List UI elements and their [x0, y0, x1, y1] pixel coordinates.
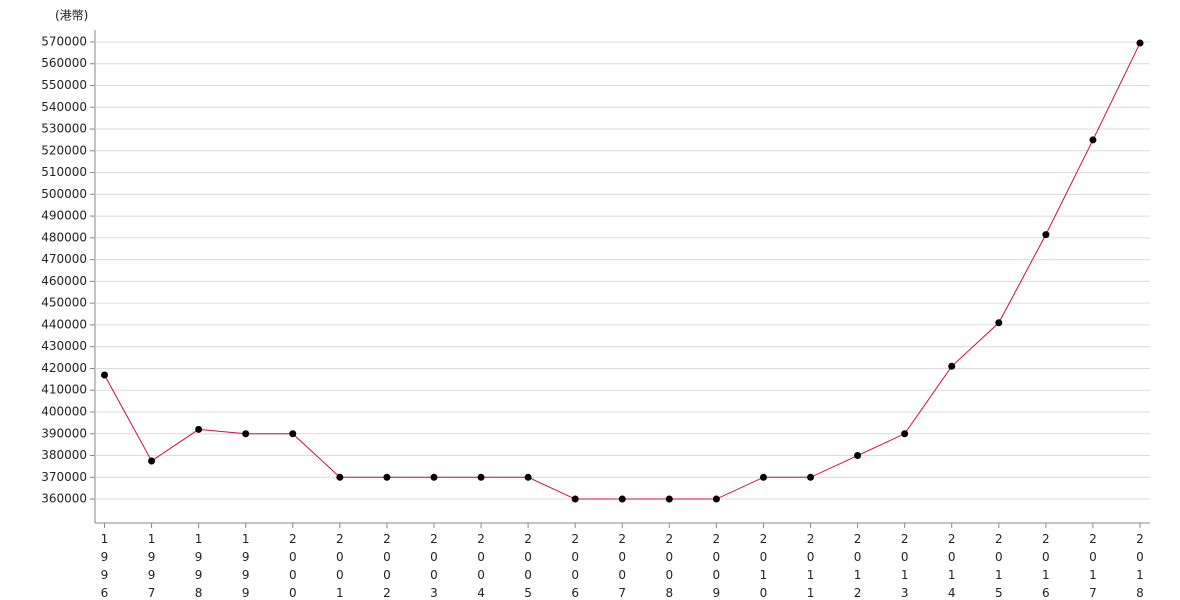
x-tick-label: 2016 [1039, 532, 1053, 600]
y-tick-label: 460000 [41, 274, 87, 288]
data-point [477, 473, 485, 481]
y-tick-label: 540000 [41, 100, 87, 114]
data-point [524, 473, 532, 481]
y-tick-label: 420000 [41, 361, 87, 375]
data-point [383, 473, 391, 481]
data-point [618, 495, 626, 503]
x-tick-label: 2014 [945, 532, 959, 600]
x-tick-label: 2008 [662, 532, 676, 600]
data-point [571, 495, 579, 503]
data-point [242, 430, 250, 438]
x-tick-label: 2004 [474, 532, 488, 600]
y-tick-label: 440000 [41, 317, 87, 331]
y-tick-label: 480000 [41, 230, 87, 244]
x-tick-label: 2002 [380, 532, 394, 600]
x-tick-label: 2003 [427, 532, 441, 600]
y-tick-label: 560000 [41, 56, 87, 70]
y-tick-label: 570000 [41, 34, 87, 48]
data-point [665, 495, 673, 503]
y-tick-label: 370000 [41, 470, 87, 484]
y-tick-label: 360000 [41, 492, 87, 506]
y-tick-label: 430000 [41, 339, 87, 353]
y-tick-label: 450000 [41, 296, 87, 310]
y-tick-label: 470000 [41, 252, 87, 266]
x-tick-label: 2015 [992, 532, 1006, 600]
x-tick-label: 2006 [568, 532, 582, 600]
data-line [104, 42, 1141, 500]
data-point [807, 473, 815, 481]
data-point [712, 495, 720, 503]
x-tick-label: 2013 [898, 532, 912, 600]
x-tick-label: 2017 [1086, 532, 1100, 600]
y-axis-label: (港幣) [55, 9, 88, 23]
y-tick-label: 550000 [41, 78, 87, 92]
x-tick-label: 1996 [98, 532, 112, 600]
y-tick-label: 530000 [41, 122, 87, 136]
y-tick-label: 500000 [41, 187, 87, 201]
data-point [101, 371, 108, 379]
data-point [289, 430, 297, 438]
data-point [901, 430, 909, 438]
y-tick-label: 380000 [41, 448, 87, 462]
x-tick-label: 2000 [286, 532, 300, 600]
x-tick-label: 2018 [1133, 532, 1147, 600]
data-point [195, 425, 203, 433]
x-tick-label: 2011 [804, 532, 818, 600]
data-point [336, 473, 344, 481]
x-tick-label: 2001 [333, 532, 347, 600]
data-point [759, 473, 767, 481]
y-tick-label: 400000 [41, 404, 87, 418]
x-tick-label: 2010 [756, 532, 770, 600]
data-point [995, 319, 1003, 327]
y-tick-label: 390000 [41, 426, 87, 440]
data-point [1089, 136, 1097, 144]
y-tick-label: 520000 [41, 143, 87, 157]
data-point [1042, 231, 1050, 239]
x-tick-label: 2012 [851, 532, 865, 600]
data-point [1136, 39, 1144, 47]
data-point [430, 473, 438, 481]
x-tick-label: 2005 [521, 532, 535, 600]
y-tick-label: 410000 [41, 383, 87, 397]
x-tick-label: 2007 [615, 532, 629, 600]
y-tick-label: 510000 [41, 165, 87, 179]
x-tick-label: 1999 [239, 532, 253, 600]
x-tick-label: 1997 [145, 532, 159, 600]
y-tick-label: 490000 [41, 209, 87, 223]
x-tick-label: 2009 [709, 532, 723, 600]
x-tick-label: 1998 [192, 532, 206, 600]
data-point [854, 452, 862, 460]
data-point [948, 362, 956, 370]
data-point [148, 457, 156, 465]
